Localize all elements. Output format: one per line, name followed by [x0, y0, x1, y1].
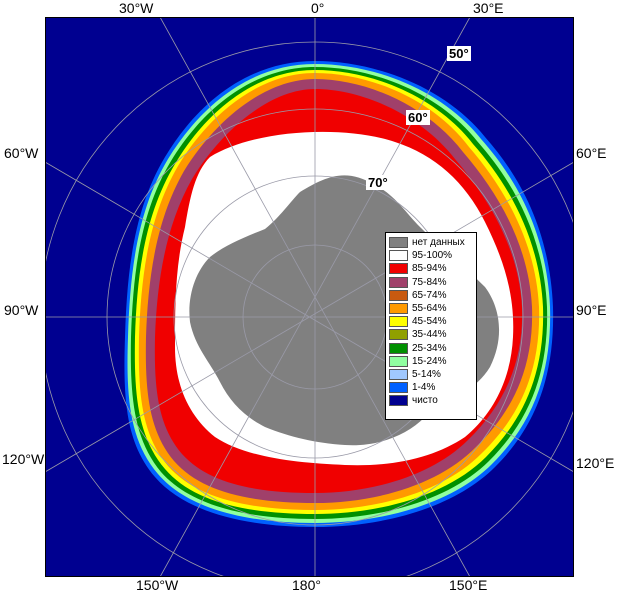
legend-label: 55-64% — [412, 303, 447, 315]
legend-item: чисто — [389, 394, 473, 407]
legend-item: 1-4% — [389, 381, 473, 394]
lon-label-90e-right: 90°E — [576, 302, 607, 318]
legend-label: 45-54% — [412, 316, 447, 328]
lon-label-150w-bottom: 150°W — [136, 577, 179, 593]
legend-swatch — [389, 355, 408, 367]
lon-label-0-top: 0° — [311, 0, 325, 16]
legend-label: 15-24% — [412, 355, 447, 367]
lon-label-120e-right: 120°E — [576, 455, 615, 471]
legend-item: 85-94% — [389, 262, 473, 275]
graticule — [45, 17, 574, 577]
legend-item: 55-64% — [389, 302, 473, 315]
legend-swatch — [389, 316, 408, 328]
legend-swatch — [389, 342, 408, 354]
legend: нет данных 95-100% 85-94% 75-84% 65-74% 55-64… — [385, 232, 477, 420]
legend-item: 75-84% — [389, 276, 473, 289]
legend-swatch — [389, 237, 408, 249]
lat-label-70: 70° — [366, 175, 390, 190]
legend-item: нет данных — [389, 236, 473, 249]
legend-item: 65-74% — [389, 289, 473, 302]
legend-swatch — [389, 395, 408, 407]
legend-label: 35-44% — [412, 329, 447, 341]
lat-label-50: 50° — [447, 46, 471, 61]
legend-label: 75-84% — [412, 276, 447, 288]
legend-item: 5-14% — [389, 368, 473, 381]
map-frame — [45, 17, 574, 577]
legend-item: 45-54% — [389, 315, 473, 328]
legend-swatch — [389, 289, 408, 301]
legend-item: 25-34% — [389, 342, 473, 355]
legend-label: 1-4% — [412, 382, 436, 394]
legend-swatch — [389, 303, 408, 315]
lon-label-120w-left: 120°W — [2, 451, 45, 467]
legend-item: 95-100% — [389, 249, 473, 262]
legend-item: 35-44% — [389, 328, 473, 341]
lon-label-30w-top: 30°W — [119, 0, 154, 16]
lon-label-60e-right: 60°E — [576, 145, 607, 161]
legend-swatch — [389, 276, 408, 288]
lon-label-90w-left: 90°W — [4, 302, 39, 318]
sea-ice-map: 50° 60° 70° нет данных 95-100% 85-94% 75-84… — [45, 17, 574, 577]
legend-label: 85-94% — [412, 263, 447, 275]
legend-item: 15-24% — [389, 355, 473, 368]
legend-swatch — [389, 382, 408, 394]
lat-label-60: 60° — [406, 110, 430, 125]
legend-swatch — [389, 368, 408, 380]
lon-label-30e-top: 30°E — [473, 0, 504, 16]
legend-swatch — [389, 263, 408, 275]
legend-label: чисто — [412, 395, 438, 407]
map-canvas — [45, 17, 574, 577]
legend-label: 5-14% — [412, 368, 441, 380]
legend-label: 25-34% — [412, 342, 447, 354]
legend-label: 65-74% — [412, 289, 447, 301]
lon-label-180-bottom: 180° — [292, 577, 321, 593]
legend-label: нет данных — [412, 237, 465, 249]
legend-swatch — [389, 250, 408, 262]
legend-swatch — [389, 329, 408, 341]
lon-label-150e-bottom: 150°E — [449, 577, 488, 593]
legend-label: 95-100% — [412, 250, 453, 262]
lon-label-60w-left: 60°W — [4, 145, 39, 161]
